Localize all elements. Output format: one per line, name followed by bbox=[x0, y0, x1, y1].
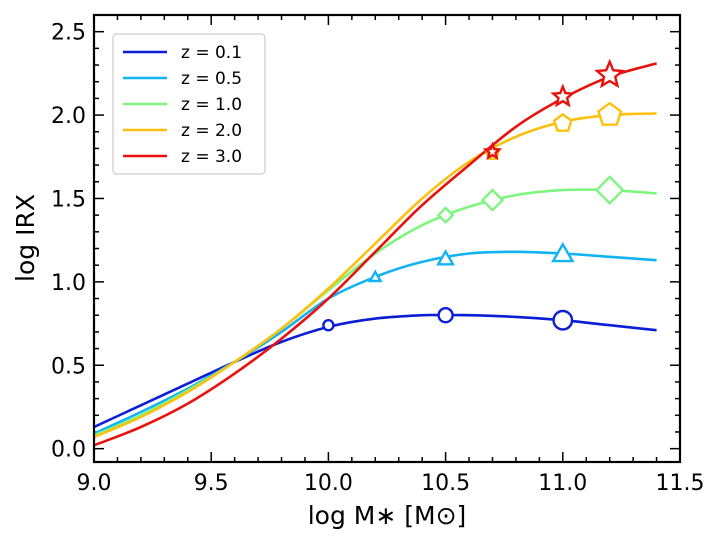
legend-box bbox=[112, 33, 266, 175]
ticks-layer: 9.0 9.5 10.0 10.5 11.0 11.5 0.0 0.5 1.0 1.5 2.0 2.5 bbox=[51, 14, 705, 496]
legend-label: z = 3.0 bbox=[181, 147, 242, 167]
y-axis-label: log IRX bbox=[11, 194, 40, 282]
data-marker-diamond bbox=[480, 188, 505, 212]
x-tick-label: 11.5 bbox=[656, 471, 705, 496]
x-tick-label: 11.0 bbox=[538, 471, 587, 496]
x-tick-label: 10.0 bbox=[304, 471, 353, 496]
data-marker-circle bbox=[552, 309, 574, 331]
data-marker-triangle bbox=[551, 241, 575, 263]
y-tick-label: 0.5 bbox=[51, 354, 86, 379]
data-marker-triangle bbox=[367, 269, 383, 283]
markers-layer bbox=[322, 58, 626, 332]
legend-label: z = 0.5 bbox=[181, 69, 242, 89]
data-marker-pentagon bbox=[552, 112, 573, 132]
data-marker-star bbox=[482, 141, 503, 161]
x-tick-label: 10.5 bbox=[421, 471, 470, 496]
data-marker-star bbox=[550, 83, 576, 108]
x-tick-label: 9.5 bbox=[194, 471, 229, 496]
data-marker-diamond bbox=[436, 206, 455, 224]
y-tick-label: 2.5 bbox=[51, 21, 86, 46]
data-marker-star bbox=[594, 58, 626, 89]
y-tick-label: 1.5 bbox=[51, 187, 86, 212]
data-marker-circle bbox=[322, 318, 335, 332]
legend-label: z = 0.1 bbox=[181, 43, 242, 63]
x-axis-label: log M∗ [M⊙] bbox=[308, 501, 467, 530]
y-tick-label: 0.0 bbox=[51, 438, 86, 463]
data-marker-pentagon bbox=[596, 101, 623, 126]
data-marker-diamond bbox=[594, 175, 625, 205]
data-marker-triangle bbox=[436, 249, 456, 266]
legend: z = 0.1 z = 0.5 z = 1.0 z = 2.0 z = 3.0 bbox=[112, 33, 266, 175]
legend-label: z = 2.0 bbox=[181, 121, 242, 141]
plot-frame bbox=[92, 13, 682, 464]
y-tick-label: 2.0 bbox=[51, 104, 86, 129]
data-marker-circle bbox=[437, 307, 454, 324]
x-tick-label: 9.0 bbox=[77, 471, 112, 496]
y-tick-label: 1.0 bbox=[51, 271, 86, 296]
legend-label: z = 1.0 bbox=[181, 95, 242, 115]
